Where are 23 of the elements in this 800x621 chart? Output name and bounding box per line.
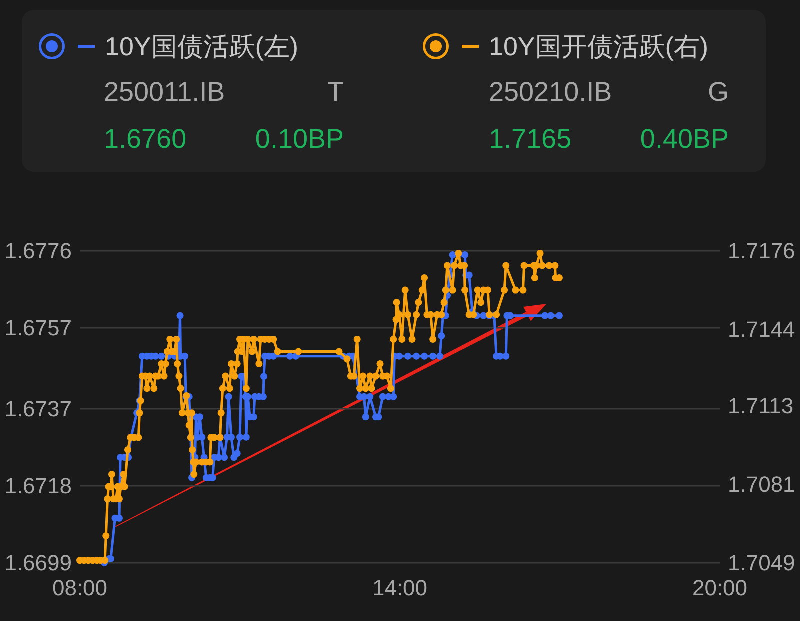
y-tick-label: 1.6776 [4, 238, 72, 264]
y2-tick-label: 1.7113 [728, 393, 794, 418]
text: G [708, 77, 729, 107]
y-tick-label: 1.6718 [4, 474, 72, 499]
x-tick-label: 08:00 [52, 576, 108, 600]
y-tick-label: 1.6737 [4, 396, 72, 422]
y2-tick-label: 1.7049 [728, 550, 796, 576]
y2-tick-label: 1.7081 [728, 472, 796, 497]
y-tick-label: 1.6699 [4, 550, 72, 576]
text: 250210.IB [489, 77, 612, 107]
text: 1.6760 [104, 124, 187, 154]
x-tick-label: 20:00 [692, 576, 748, 600]
text: 0.40BP [640, 124, 729, 154]
legend-label: 10Y国开债活跃(右) [489, 32, 709, 62]
text: 0.10BP [255, 124, 344, 154]
text: 1.7165 [489, 124, 572, 154]
x-tick-label: 14:00 [372, 576, 428, 600]
y2-tick-label: 1.7176 [728, 238, 796, 264]
text: 250011.IB [104, 77, 226, 107]
y2-tick-label: 1.7144 [728, 317, 796, 342]
legend-label: 10Y国债活跃(左) [105, 32, 299, 62]
y-tick-label: 1.6757 [4, 315, 72, 340]
text: T [328, 77, 344, 107]
